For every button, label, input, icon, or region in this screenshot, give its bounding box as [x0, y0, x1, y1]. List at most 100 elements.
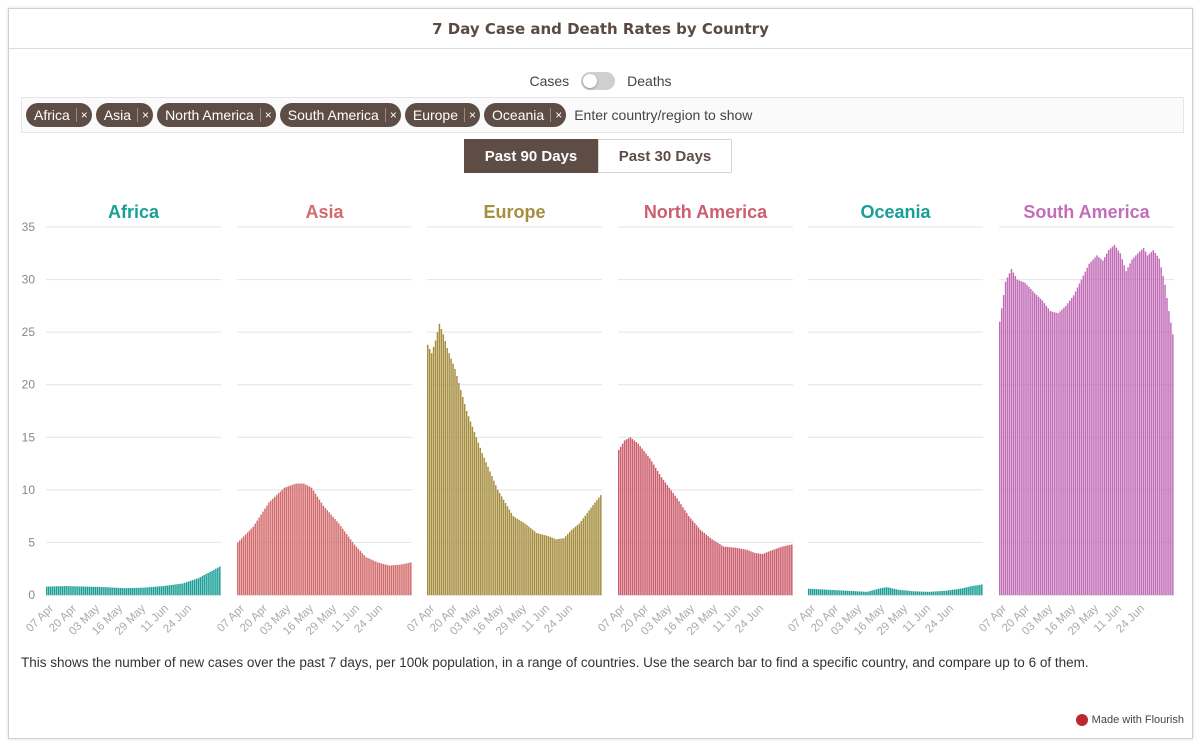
bar: [841, 590, 843, 595]
bar: [924, 591, 927, 595]
bar: [1117, 250, 1120, 596]
y-tick-label: 30: [22, 273, 36, 287]
bar: [86, 586, 89, 595]
remove-tag-icon[interactable]: ×: [80, 108, 88, 122]
bar: [108, 587, 110, 595]
bar: [308, 486, 311, 595]
bar: [827, 589, 829, 595]
bar: [47, 586, 50, 595]
bar: [574, 526, 577, 595]
bar: [1088, 263, 1090, 595]
bar: [84, 586, 87, 595]
bar: [320, 502, 323, 595]
bar: [1043, 303, 1046, 595]
bar: [1144, 251, 1147, 595]
bar: [1028, 286, 1030, 595]
bar: [537, 533, 540, 595]
bar: [868, 591, 870, 595]
made-with-flourish[interactable]: Made with Flourish: [1075, 714, 1184, 726]
bar: [178, 583, 180, 595]
toggle-switch[interactable]: [581, 72, 616, 90]
bar: [999, 321, 1001, 595]
remove-tag-icon[interactable]: ×: [142, 108, 150, 122]
bar: [264, 508, 266, 595]
bar: [524, 523, 526, 595]
bar: [386, 565, 389, 595]
bar: [1035, 295, 1038, 595]
bar: [891, 588, 894, 595]
bar: [653, 464, 655, 595]
bar: [833, 590, 835, 595]
region-search-bar[interactable]: Africa × Asia × North America × South America ×…: [21, 97, 1184, 133]
flourish-logo-icon: [1075, 714, 1088, 726]
bar: [765, 552, 768, 595]
bar: [918, 591, 921, 595]
bar: [305, 484, 307, 595]
bar: [59, 586, 62, 595]
bar: [914, 591, 917, 595]
bar: [547, 536, 550, 595]
bar: [658, 474, 661, 595]
tab-past-90-days[interactable]: Past 90 Days: [464, 139, 598, 173]
bar: [874, 589, 876, 595]
region-tag-label: Europe: [412, 107, 459, 123]
bar: [895, 589, 897, 595]
bar: [732, 547, 735, 595]
region-search-input[interactable]: [572, 106, 877, 124]
bar: [893, 588, 896, 595]
bar: [448, 353, 450, 595]
bar: [518, 519, 520, 595]
bar: [647, 455, 649, 595]
remove-tag-icon[interactable]: ×: [389, 108, 397, 122]
bar: [1146, 255, 1149, 595]
tab-past-30-days[interactable]: Past 30 Days: [598, 139, 732, 173]
bar: [839, 590, 841, 595]
bar: [479, 447, 481, 595]
bar: [785, 545, 787, 595]
bar: [1150, 251, 1153, 595]
bar: [256, 520, 258, 595]
region-tag-divider: [384, 108, 386, 122]
bar: [254, 523, 256, 595]
bar: [686, 513, 688, 595]
bar: [361, 552, 363, 595]
bar: [57, 586, 60, 595]
bar: [1123, 265, 1125, 595]
bar: [131, 587, 134, 595]
remove-tag-icon[interactable]: ×: [469, 108, 477, 122]
bar: [584, 515, 586, 595]
bar: [219, 566, 221, 595]
region-tag-label: South America: [287, 107, 379, 123]
bar: [684, 510, 686, 595]
bar: [310, 487, 313, 595]
bar: [90, 586, 93, 595]
bar: [170, 585, 172, 595]
toggle-right-label: Deaths: [627, 73, 672, 89]
bar: [557, 539, 559, 595]
bar: [467, 416, 470, 595]
remove-tag-icon[interactable]: ×: [555, 108, 563, 122]
bar: [199, 577, 202, 595]
bar: [326, 510, 328, 595]
bar: [512, 516, 515, 595]
remove-tag-icon[interactable]: ×: [264, 108, 272, 122]
bar: [211, 570, 213, 595]
bar: [287, 486, 290, 595]
bar: [195, 578, 198, 595]
bar: [92, 586, 95, 595]
bar: [102, 587, 104, 595]
bar: [176, 584, 178, 595]
bar: [746, 549, 748, 595]
region-tag-label: North America: [165, 107, 254, 123]
bar: [1006, 277, 1009, 595]
bar: [913, 591, 915, 595]
bar: [553, 538, 555, 595]
bar: [1090, 261, 1092, 595]
bar: [864, 591, 866, 595]
bar: [268, 502, 270, 595]
bar: [852, 591, 855, 595]
bar: [438, 323, 441, 595]
bar: [121, 588, 124, 595]
bar: [133, 587, 135, 595]
